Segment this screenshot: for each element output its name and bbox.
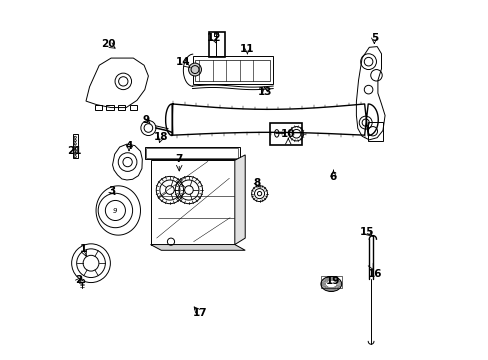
- Bar: [192, 56, 273, 84]
- Bar: [106, 105, 113, 111]
- Text: 13: 13: [258, 87, 272, 97]
- Text: 11: 11: [240, 44, 254, 54]
- Text: 14: 14: [176, 57, 190, 67]
- Text: 20: 20: [101, 39, 115, 49]
- Bar: [320, 276, 341, 288]
- Bar: [150, 160, 234, 244]
- Text: 19: 19: [325, 276, 340, 286]
- Bar: [118, 105, 125, 111]
- Polygon shape: [234, 155, 244, 244]
- Bar: [73, 134, 78, 158]
- Text: 4: 4: [125, 141, 132, 151]
- Bar: [213, 32, 217, 36]
- Text: 16: 16: [367, 269, 382, 279]
- Bar: [270, 123, 301, 145]
- Text: 6: 6: [329, 172, 336, 182]
- Text: 3: 3: [108, 186, 115, 197]
- Bar: [195, 59, 269, 81]
- Text: 5: 5: [370, 33, 377, 43]
- Text: 7: 7: [175, 154, 183, 164]
- Bar: [94, 105, 102, 111]
- Text: 9: 9: [112, 208, 117, 214]
- Text: 1: 1: [80, 244, 86, 254]
- Polygon shape: [150, 244, 244, 250]
- Circle shape: [188, 63, 201, 76]
- Bar: [367, 122, 382, 140]
- Text: 15: 15: [359, 227, 374, 237]
- Bar: [144, 147, 239, 159]
- Text: 18: 18: [154, 132, 168, 142]
- Text: 17: 17: [192, 309, 206, 318]
- Text: 8: 8: [253, 178, 260, 188]
- Text: 12: 12: [206, 33, 221, 43]
- Text: 21: 21: [67, 146, 81, 156]
- Bar: [130, 105, 137, 111]
- Text: 9: 9: [142, 115, 149, 125]
- Bar: [145, 148, 238, 158]
- Bar: [208, 32, 224, 57]
- Text: 2: 2: [75, 275, 82, 285]
- Text: 10: 10: [281, 129, 295, 139]
